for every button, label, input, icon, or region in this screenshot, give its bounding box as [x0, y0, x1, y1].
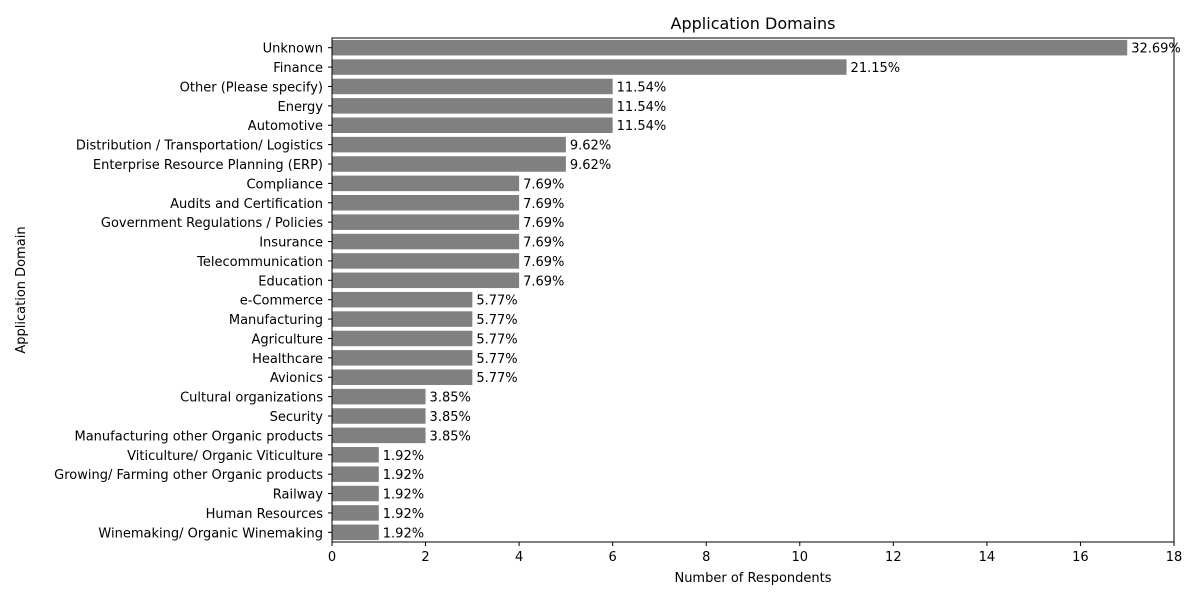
- data-labels-group: 32.69% 21.15% 11.54% 11.54% 11.54% 9.62% 9.62%…: [383, 42, 1181, 542]
- bar-data-label: 7.69%: [523, 255, 564, 270]
- bar: [332, 253, 520, 269]
- y-tick-label: Energy: [277, 100, 323, 115]
- y-tick-label: Viticulture/ Organic Viticulture: [127, 449, 323, 464]
- chart-title: Application Domains: [671, 14, 836, 33]
- bar-data-label: 5.77%: [476, 294, 517, 309]
- bar-data-label: 21.15%: [851, 61, 901, 76]
- x-tick-label: 2: [421, 550, 429, 565]
- x-tick-label: 18: [1166, 550, 1183, 565]
- bar-data-label: 3.85%: [430, 391, 471, 406]
- bar-data-label: 7.69%: [523, 177, 564, 192]
- bar: [332, 233, 520, 250]
- bar: [332, 291, 473, 308]
- x-axis-ticks: 0 2 4 6 8 10 12 14 16 18: [328, 542, 1182, 565]
- y-tick-label: Security: [270, 410, 324, 425]
- bar: [332, 272, 520, 289]
- x-tick-label: 16: [1072, 550, 1089, 565]
- bar-data-label: 3.85%: [430, 429, 471, 444]
- bar: [332, 447, 379, 463]
- bar-data-label: 1.92%: [383, 468, 424, 483]
- bar: [332, 156, 566, 172]
- bar: [332, 388, 426, 405]
- bar-data-label: 3.85%: [430, 410, 471, 425]
- y-tick-label: Railway: [273, 488, 324, 503]
- bar: [332, 505, 379, 521]
- bar: [332, 78, 613, 95]
- bar-data-label: 7.69%: [523, 274, 564, 289]
- y-tick-label: Telecommunication: [196, 255, 323, 270]
- y-axis-label: Application Domain: [14, 226, 29, 353]
- bar: [332, 408, 426, 424]
- bar: [332, 117, 613, 133]
- x-tick-label: 0: [328, 550, 336, 565]
- y-tick-label: Automotive: [248, 119, 323, 134]
- bar: [332, 350, 473, 366]
- bar: [332, 330, 473, 347]
- bar-data-label: 7.69%: [523, 236, 564, 251]
- bar-data-label: 5.77%: [476, 313, 517, 328]
- bar: [332, 136, 566, 153]
- bar-data-label: 9.62%: [570, 158, 611, 173]
- bar: [332, 311, 473, 327]
- bar: [332, 98, 613, 114]
- bars-group: [332, 39, 1128, 541]
- y-tick-label: Education: [258, 274, 323, 289]
- x-tick-label: 14: [979, 550, 996, 565]
- bar-data-label: 11.54%: [617, 80, 667, 95]
- bar-data-label: 9.62%: [570, 139, 611, 154]
- bar-data-label: 32.69%: [1131, 42, 1181, 57]
- bar-data-label: 7.69%: [523, 197, 564, 212]
- bar-data-label: 1.92%: [383, 449, 424, 464]
- x-tick-label: 6: [609, 550, 617, 565]
- plot-frame: [331, 37, 1175, 543]
- bar-data-label: 1.92%: [383, 507, 424, 522]
- y-tick-label: Manufacturing: [229, 313, 323, 328]
- bar: [332, 524, 379, 541]
- y-tick-label: Human Resources: [206, 507, 324, 522]
- bar: [332, 466, 379, 482]
- bar: [332, 39, 1128, 56]
- x-tick-label: 4: [515, 550, 523, 565]
- bar-data-label: 11.54%: [617, 100, 667, 115]
- y-tick-label: Healthcare: [252, 352, 323, 367]
- y-axis-ticks: Unknown Finance Other (Please specify) Ener…: [54, 42, 332, 541]
- x-tick-label: 10: [792, 550, 809, 565]
- x-axis-label: Number of Respondents: [674, 571, 831, 586]
- y-tick-label: Manufacturing other Organic products: [74, 429, 323, 444]
- y-tick-label: Distribution / Transportation/ Logistics: [76, 139, 323, 154]
- bar: [332, 59, 847, 75]
- y-tick-label: Enterprise Resource Planning (ERP): [93, 158, 323, 173]
- bar: [332, 175, 520, 192]
- bar-data-label: 11.54%: [617, 119, 667, 134]
- bar: [332, 214, 520, 230]
- y-tick-label: Insurance: [259, 236, 323, 251]
- y-tick-label: Cultural organizations: [180, 391, 323, 406]
- y-tick-label: Compliance: [246, 177, 323, 192]
- bar-data-label: 5.77%: [476, 352, 517, 367]
- bar-data-label: 1.92%: [383, 526, 424, 541]
- bar: [332, 485, 379, 502]
- bar-data-label: 1.92%: [383, 488, 424, 503]
- y-tick-label: Growing/ Farming other Organic products: [54, 468, 323, 483]
- bar: [332, 427, 426, 444]
- bar-data-label: 5.77%: [476, 371, 517, 386]
- bar-data-label: 7.69%: [523, 216, 564, 231]
- y-tick-label: Audits and Certification: [170, 197, 323, 212]
- y-tick-label: Finance: [273, 61, 323, 76]
- y-tick-label: Unknown: [263, 42, 323, 57]
- bar: [332, 195, 520, 211]
- y-tick-label: Government Regulations / Policies: [101, 216, 323, 231]
- y-tick-label: Avionics: [270, 371, 323, 386]
- bar-data-label: 5.77%: [476, 332, 517, 347]
- y-tick-label: Winemaking/ Organic Winemaking: [98, 526, 323, 541]
- y-tick-label: Agriculture: [252, 332, 324, 347]
- y-tick-label: e-Commerce: [240, 294, 323, 309]
- y-tick-label: Other (Please specify): [180, 80, 323, 95]
- bar: [332, 369, 473, 385]
- x-tick-label: 8: [702, 550, 710, 565]
- x-tick-label: 12: [885, 550, 902, 565]
